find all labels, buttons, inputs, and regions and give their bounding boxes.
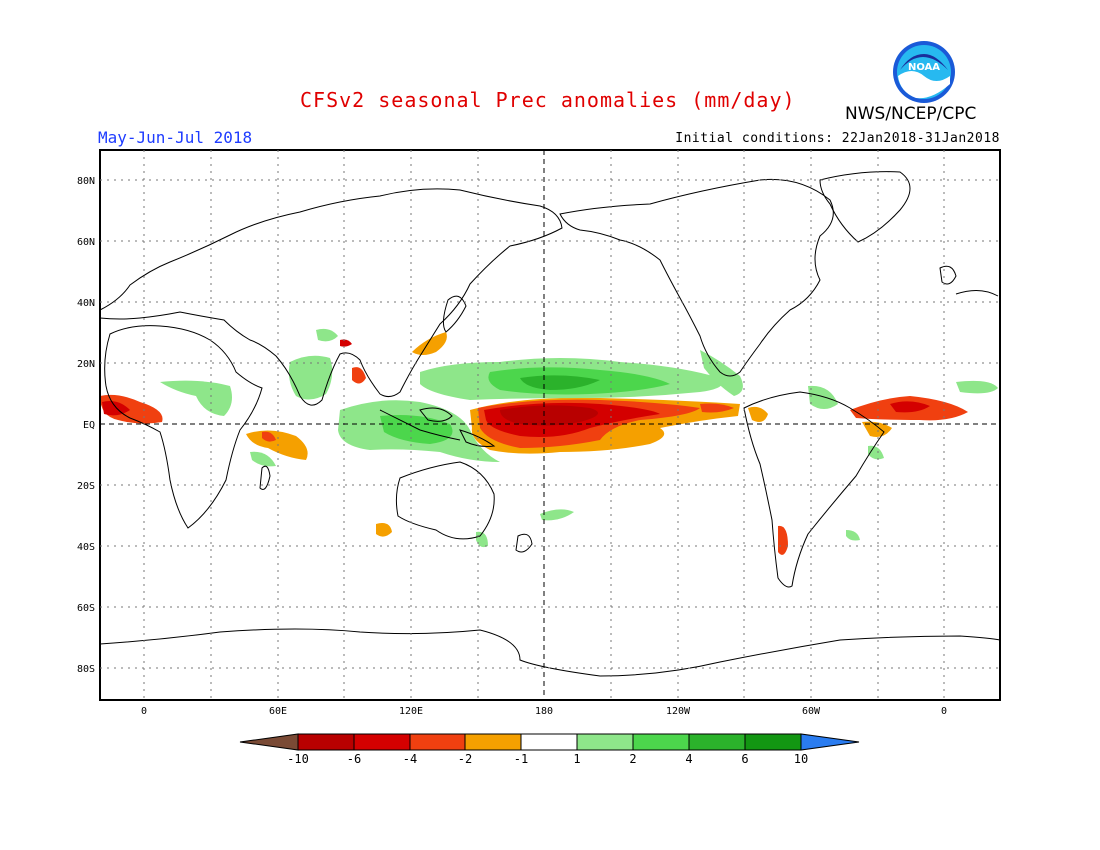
colorbar-cell	[632, 733, 690, 751]
colorbar-label: 4	[685, 752, 692, 766]
lat-label: EQ	[83, 420, 95, 431]
lon-label: 120E	[399, 706, 423, 717]
noaa-logo-icon: NOAA	[893, 41, 955, 103]
coastlines	[99, 171, 1001, 677]
colorbar-label: -10	[287, 752, 309, 766]
anomaly-region	[862, 421, 892, 437]
anomaly-region	[376, 523, 392, 537]
colorbar-cell	[239, 733, 299, 751]
season-label: May-Jun-Jul 2018	[98, 128, 253, 147]
anomaly-region	[890, 401, 930, 413]
lon-label: 120W	[666, 706, 691, 717]
anomaly-region	[380, 415, 453, 444]
svg-text:NOAA: NOAA	[908, 62, 940, 73]
colorbar-cell	[409, 733, 466, 751]
anomaly-region	[340, 339, 352, 347]
anomaly-region	[476, 531, 488, 548]
colorbar-cell	[744, 733, 802, 751]
lon-label: 60W	[802, 706, 821, 717]
anomaly-region	[160, 380, 232, 416]
colorbar-label: -6	[347, 752, 361, 766]
colorbar-label: 10	[794, 752, 808, 766]
anomaly-region	[700, 403, 734, 413]
colorbar-cell	[688, 733, 746, 751]
anomaly-region	[500, 405, 598, 426]
anomaly-region	[352, 367, 366, 384]
lat-label: 60N	[77, 237, 95, 248]
lat-label: 80N	[77, 176, 95, 187]
colorbar-cell	[353, 733, 411, 751]
lat-label: 80S	[77, 664, 95, 675]
colorbar-label: -4	[403, 752, 417, 766]
map-frame	[99, 149, 1001, 701]
map-title: CFSv2 seasonal Prec anomalies (mm/day)	[300, 88, 796, 112]
anomaly-region	[540, 509, 574, 521]
anomaly-region	[262, 431, 276, 442]
anomaly-region	[250, 451, 276, 467]
lat-label: 60S	[77, 603, 95, 614]
initial-conditions-label: Initial conditions: 22Jan2018-31Jan2018	[675, 131, 1000, 146]
anomaly-region	[808, 385, 838, 409]
lat-label: 20N	[77, 359, 95, 370]
colorbar-cell	[576, 733, 634, 751]
colorbar-label: -1	[514, 752, 528, 766]
anomaly-region	[246, 430, 308, 460]
anomaly-region	[316, 328, 338, 342]
anomaly-region	[412, 332, 447, 355]
colorbar-label: -2	[458, 752, 472, 766]
colorbar-cell	[464, 733, 522, 751]
agency-label: NWS/NCEP/CPC	[845, 104, 977, 124]
lat-label: 20S	[77, 481, 95, 492]
colorbar-label: 2	[629, 752, 636, 766]
colorbar-cell	[800, 733, 860, 751]
lat-label: 40S	[77, 542, 95, 553]
colorbar	[239, 733, 860, 751]
lat-label: 40N	[77, 298, 95, 309]
anomaly-region	[778, 525, 788, 555]
colorbar-label: 1	[573, 752, 580, 766]
map-gridlines	[100, 150, 1000, 700]
anomaly-region	[846, 530, 860, 541]
colorbar-cell	[520, 733, 578, 751]
colorbar-label: 6	[741, 752, 748, 766]
anomaly-region	[956, 380, 998, 394]
lon-label: 60E	[269, 706, 287, 717]
lon-label: 0	[141, 706, 147, 717]
anomaly-region	[288, 355, 333, 400]
lon-label: 180	[535, 706, 553, 717]
anomaly-region	[520, 375, 600, 390]
anomaly-region	[748, 406, 768, 422]
colorbar-cell	[297, 733, 355, 751]
lon-label: 0	[941, 706, 947, 717]
